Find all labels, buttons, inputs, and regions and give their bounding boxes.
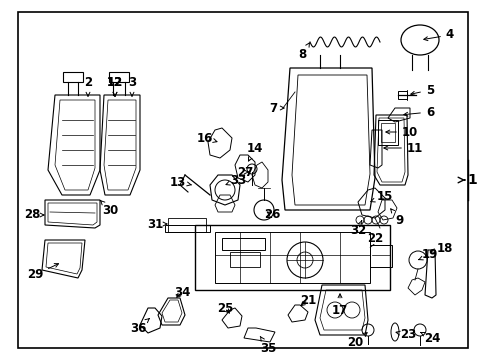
Text: 20: 20 xyxy=(346,333,366,348)
Text: 25: 25 xyxy=(216,302,233,315)
Text: 9: 9 xyxy=(390,209,403,226)
Text: 35: 35 xyxy=(259,336,276,355)
Text: 7: 7 xyxy=(268,102,284,114)
Text: 18: 18 xyxy=(430,242,452,255)
Text: 27: 27 xyxy=(236,166,253,179)
Bar xyxy=(377,120,397,145)
Text: 2: 2 xyxy=(84,77,92,96)
Text: 11: 11 xyxy=(383,141,422,154)
Text: 4: 4 xyxy=(423,28,453,41)
Text: 5: 5 xyxy=(410,84,433,96)
Text: 3: 3 xyxy=(128,77,136,96)
Text: 1: 1 xyxy=(466,173,476,187)
Text: 10: 10 xyxy=(385,126,417,139)
Text: 19: 19 xyxy=(418,248,437,261)
Text: 34: 34 xyxy=(173,285,190,298)
Bar xyxy=(380,123,394,142)
Text: 31: 31 xyxy=(146,217,166,230)
Text: 36: 36 xyxy=(129,319,149,334)
Text: 15: 15 xyxy=(370,189,392,202)
Text: 14: 14 xyxy=(246,141,263,161)
Text: 28: 28 xyxy=(24,208,44,221)
Bar xyxy=(397,91,406,99)
Text: 8: 8 xyxy=(297,43,309,62)
Text: 13: 13 xyxy=(169,175,191,189)
Text: 12: 12 xyxy=(107,77,123,96)
Text: 33: 33 xyxy=(225,174,245,186)
Text: 17: 17 xyxy=(331,294,347,316)
Text: 23: 23 xyxy=(395,328,415,342)
Bar xyxy=(168,218,205,232)
Text: 21: 21 xyxy=(299,293,315,306)
Bar xyxy=(369,245,391,267)
Bar xyxy=(229,252,260,267)
Text: 26: 26 xyxy=(263,208,280,221)
Text: 30: 30 xyxy=(101,201,118,216)
Text: 6: 6 xyxy=(403,105,433,118)
Text: 32: 32 xyxy=(349,221,366,237)
Text: 29: 29 xyxy=(27,264,59,282)
Text: 12: 12 xyxy=(107,77,123,96)
Text: 16: 16 xyxy=(196,131,217,144)
Text: 24: 24 xyxy=(420,332,439,345)
Text: 22: 22 xyxy=(366,231,382,247)
